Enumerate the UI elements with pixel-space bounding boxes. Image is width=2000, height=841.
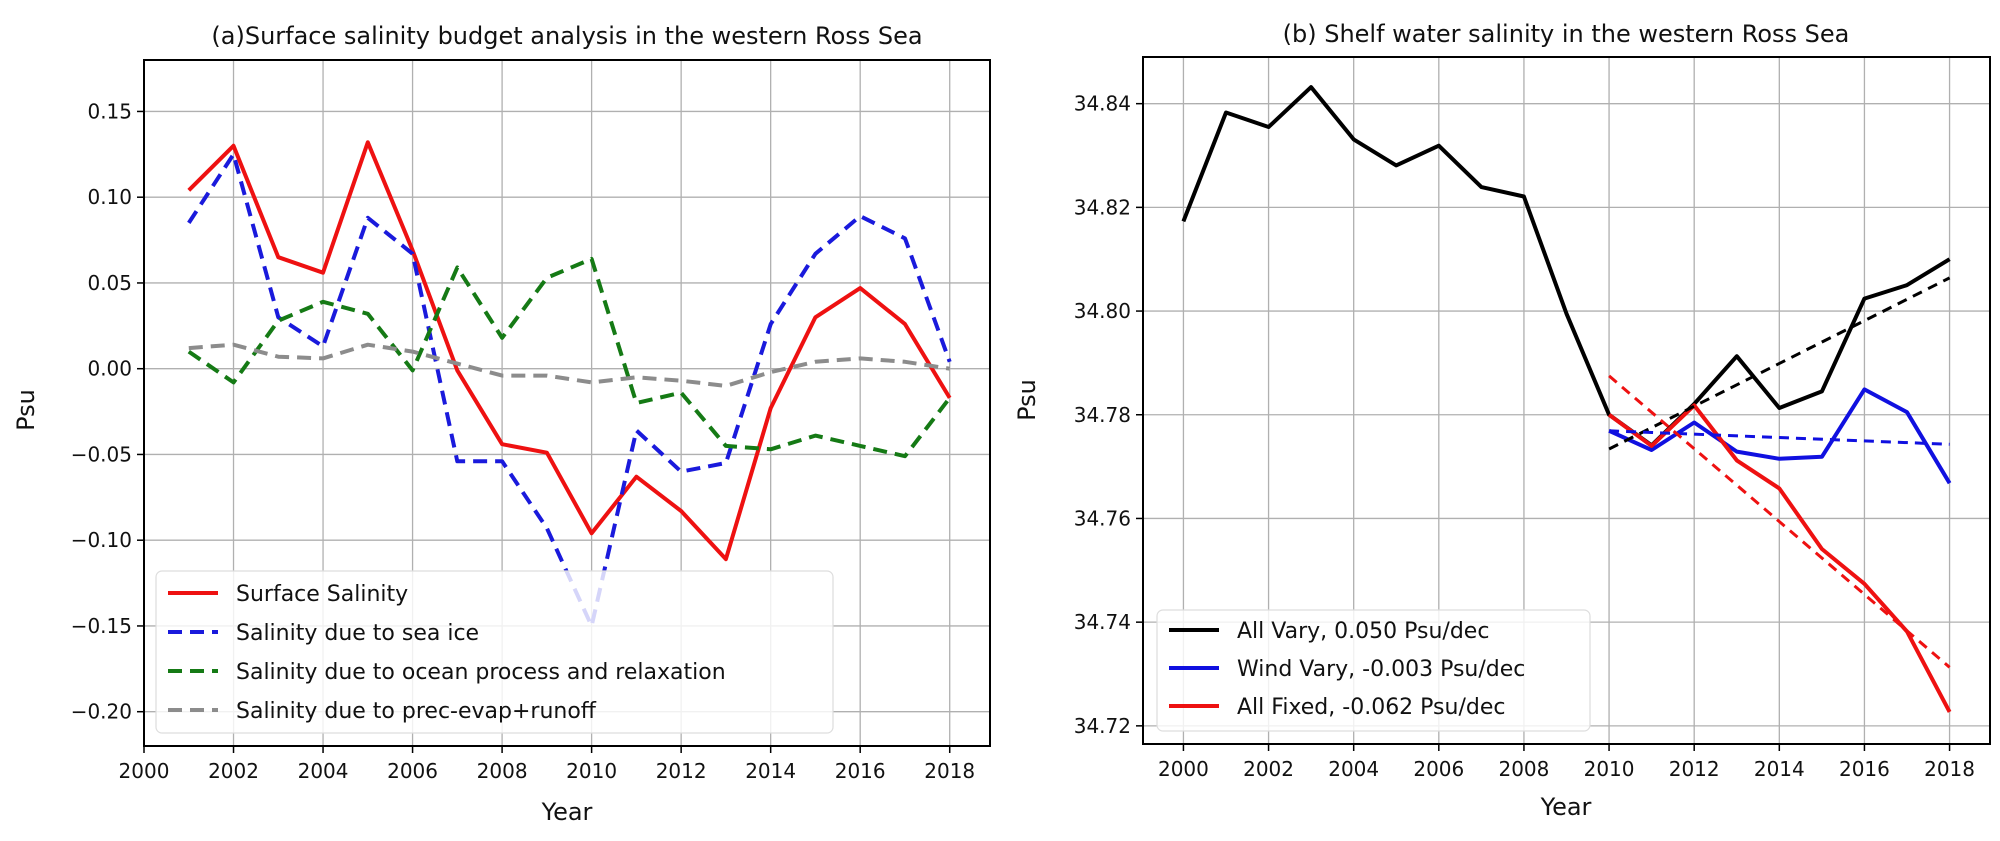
chart-a-xtick-label: 2012 xyxy=(656,759,707,783)
chart-a-legend: Surface Salinity Salinity due to sea ice S… xyxy=(155,570,834,734)
chart-a: 2000 2002 2004 2006 2008 2010 2012 2014 2016 2018… xyxy=(12,22,991,826)
chart-b-ytick-label: 34.80 xyxy=(1074,299,1131,323)
chart-b-title: (b) Shelf water salinity in the western … xyxy=(1283,20,1850,48)
chart-a-xtick-label: 2000 xyxy=(119,759,170,783)
chart-a-series-line-1 xyxy=(187,152,952,628)
chart-a-ytick-label: 0.00 xyxy=(87,357,132,381)
chart-a-ylabel: Psu xyxy=(12,389,40,431)
chart-a-xtick-label: 2018 xyxy=(924,759,975,783)
chart-b-ticks: 2000 2002 2004 2006 2008 2010 2012 2014 2016 2018… xyxy=(1074,92,1975,781)
chart-b-xtick-label: 2002 xyxy=(1243,757,1294,781)
chart-a-ticks: 2000 2002 2004 2006 2008 2010 2012 2014 2016 2018… xyxy=(71,99,975,783)
chart-b-xtick-label: 2010 xyxy=(1584,757,1635,781)
chart-a-legend-label: Salinity due to prec-evap+runoff xyxy=(236,699,597,724)
chart-b-xtick-label: 2014 xyxy=(1754,757,1805,781)
chart-b-xtick-label: 2000 xyxy=(1158,757,1209,781)
chart-b-ylabel: Psu xyxy=(1013,379,1041,421)
chart-a-ytick-label: −0.10 xyxy=(71,528,132,552)
chart-b: 2000 2002 2004 2006 2008 2010 2012 2014 2016 2018… xyxy=(1013,20,1991,821)
chart-b-xtick-label: 2006 xyxy=(1413,757,1464,781)
chart-a-xtick-label: 2006 xyxy=(387,759,438,783)
chart-a-ytick-label: 0.05 xyxy=(87,271,132,295)
chart-b-series-line-1 xyxy=(1608,387,1952,485)
chart-b-ytick-label: 34.84 xyxy=(1074,92,1131,116)
chart-a-xtick-label: 2010 xyxy=(566,759,617,783)
chart-a-xtick-label: 2016 xyxy=(835,759,886,783)
chart-b-ytick-label: 34.76 xyxy=(1074,506,1131,530)
chart-b-xtick-label: 2018 xyxy=(1924,757,1975,781)
chart-b-xtick-label: 2016 xyxy=(1839,757,1890,781)
chart-b-trend-line-1 xyxy=(1609,429,1950,446)
chart-a-ytick-label: −0.20 xyxy=(71,700,132,724)
chart-a-xtick-label: 2008 xyxy=(477,759,528,783)
chart-a-legend-box xyxy=(155,570,834,734)
chart-b-trend-line-2 xyxy=(1608,374,1951,669)
chart-b-legend-label: Wind Vary, -0.003 Psu/dec xyxy=(1237,657,1525,682)
chart-b-xtick-label: 2008 xyxy=(1498,757,1549,781)
chart-b-legend-box xyxy=(1156,609,1591,732)
chart-b-legend: All Vary, 0.050 Psu/dec Wind Vary, -0.003… xyxy=(1156,609,1591,732)
chart-a-ytick-label: −0.15 xyxy=(71,614,132,638)
chart-a-legend-label: Surface Salinity xyxy=(236,582,408,607)
chart-a-series-line-0 xyxy=(187,140,952,562)
chart-b-ytick-label: 34.74 xyxy=(1074,610,1131,634)
chart-b-ytick-label: 34.82 xyxy=(1074,195,1131,219)
chart-a-xtick-label: 2004 xyxy=(298,759,349,783)
chart-b-ytick-label: 34.78 xyxy=(1074,403,1131,427)
chart-b-xtick-label: 2012 xyxy=(1669,757,1720,781)
chart-a-xlabel: Year xyxy=(541,798,593,826)
chart-a-series-line-3 xyxy=(188,342,951,388)
chart-a-ytick-label: 0.15 xyxy=(87,99,132,123)
chart-a-xtick-label: 2002 xyxy=(208,759,259,783)
chart-a-title: (a)Surface salinity budget analysis in t… xyxy=(211,22,922,50)
chart-b-series-line-0 xyxy=(1181,85,1951,448)
chart-a-xtick-label: 2014 xyxy=(745,759,796,783)
chart-b-trend-line-0 xyxy=(1608,276,1951,451)
chart-a-legend-label: Salinity due to sea ice xyxy=(236,621,479,646)
chart-b-xtick-label: 2004 xyxy=(1328,757,1379,781)
chart-b-legend-label: All Fixed, -0.062 Psu/dec xyxy=(1237,695,1505,720)
chart-b-series xyxy=(1181,85,1952,713)
chart-b-frame xyxy=(1142,56,1991,745)
chart-a-ytick-label: −0.05 xyxy=(71,442,132,466)
chart-b-legend-label: All Vary, 0.050 Psu/dec xyxy=(1237,619,1489,644)
chart-b-ytick-label: 34.72 xyxy=(1074,714,1131,738)
chart-a-frame xyxy=(143,59,991,747)
chart-a-ytick-label: 0.10 xyxy=(87,185,132,209)
chart-a-legend-label: Salinity due to ocean process and relaxa… xyxy=(236,660,726,685)
chart-a-series xyxy=(187,140,952,628)
chart-b-xlabel: Year xyxy=(1540,793,1592,821)
